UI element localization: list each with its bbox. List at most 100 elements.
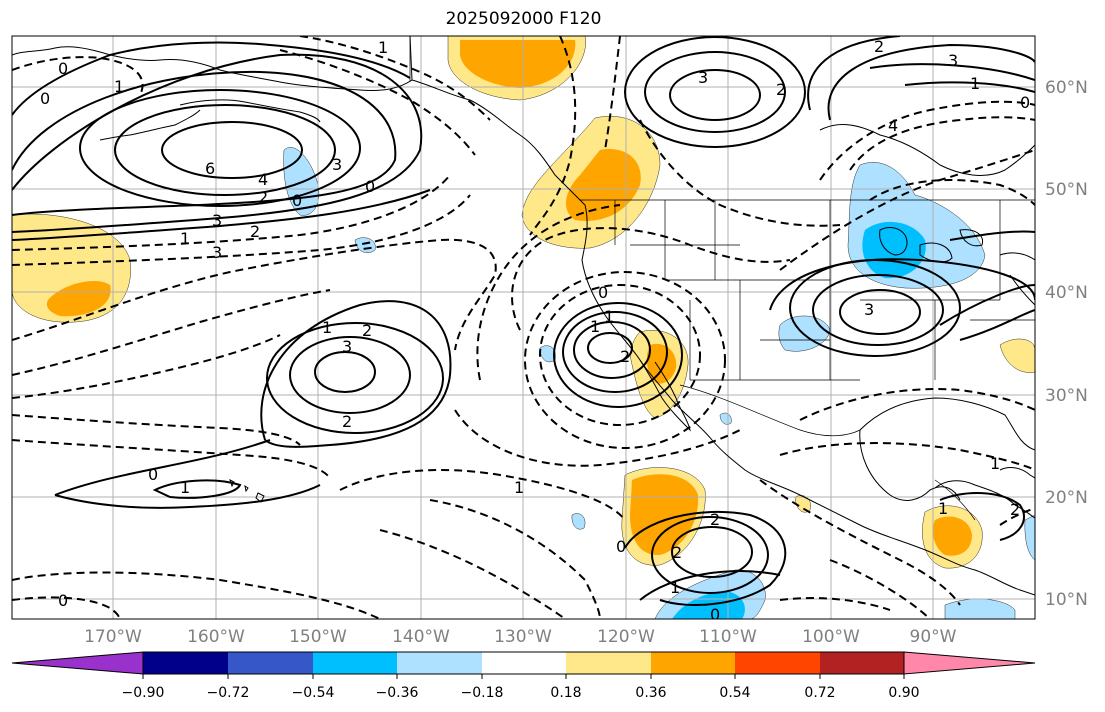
contour-line: [812, 274, 944, 346]
contour-line: [12, 414, 301, 446]
anomaly-positive-core: [460, 40, 576, 88]
colorbar-tick-label: 0.72: [804, 685, 835, 701]
contour-label: 0: [365, 177, 375, 196]
contour-line: [779, 442, 1035, 471]
contour-line: [260, 300, 452, 448]
graticule: [12, 36, 1035, 619]
contour-label: 2: [620, 347, 630, 366]
contour-line: [12, 289, 331, 376]
contour-label: 4: [888, 116, 898, 135]
lon-tick-label: 110°W: [699, 627, 757, 647]
contour-label: 2: [258, 188, 268, 207]
contour-line: [152, 479, 242, 499]
contour-line: [279, 49, 476, 156]
country-border: [679, 384, 976, 521]
contour-line: [161, 121, 303, 179]
contour-line: [669, 69, 761, 121]
coastline: [409, 36, 1035, 596]
colorbar-segment: [820, 652, 904, 674]
coastline: [179, 99, 321, 123]
contour-label: 6: [205, 159, 215, 178]
lon-tick-label: 140°W: [392, 627, 450, 647]
coastline: [859, 397, 1035, 501]
contour-line: [639, 119, 841, 227]
coastline: [639, 359, 691, 432]
contour-line: [651, 516, 769, 594]
contour-label: 1: [322, 318, 332, 337]
country-border: [409, 36, 1035, 381]
colorbar-segment: [313, 652, 397, 674]
lat-tick-label: 60°N: [1045, 78, 1088, 98]
contour-line: [339, 469, 626, 521]
contour-line: [12, 56, 144, 96]
contour-line: [573, 321, 651, 379]
coastline: [819, 124, 1035, 176]
contour-line: [604, 36, 621, 151]
colorbar-tick-label: 0.90: [888, 685, 919, 701]
contour-line: [12, 41, 411, 116]
contour-label: 4: [258, 170, 268, 189]
contour-label: 1: [590, 317, 600, 336]
colorbar-tick-label: −0.36: [376, 685, 419, 701]
contour-label: 0: [616, 537, 626, 556]
contour-line: [999, 507, 1035, 526]
contour-line: [624, 36, 806, 148]
anomaly-negative-area: [571, 513, 586, 530]
lon-tick-label: 120°W: [597, 627, 655, 647]
contour-line: [429, 499, 601, 619]
contour-line: [553, 302, 683, 408]
contour-line: [939, 492, 1025, 541]
lon-tick-label: 170°W: [84, 627, 142, 647]
contour-label: 3: [332, 155, 342, 174]
contour-line: [759, 479, 961, 606]
contour-label: 1: [970, 74, 980, 93]
contour-label: 2: [342, 412, 352, 431]
contour-labels: 0 1 2 3 4 6 0 1 2 3 0 1 2 3 0 1 2 3 1 1 …: [40, 37, 1030, 624]
contour-line: [799, 388, 1035, 421]
colorbar-tick-label: −0.90: [122, 685, 165, 701]
contour-label: 3: [342, 337, 352, 356]
colorbar-tick-label: 0.36: [635, 685, 666, 701]
contour-line: [266, 322, 444, 434]
contour-line: [529, 36, 577, 236]
colorbar-tick-label: −0.18: [461, 685, 504, 701]
colorbar-segment: [143, 652, 228, 674]
contour-label: 2: [710, 510, 720, 529]
contour-label: 1: [514, 478, 524, 497]
contour-label: 2: [776, 80, 786, 99]
anomaly-positive-area: [999, 338, 1035, 373]
contour-line: [476, 204, 621, 381]
contour-label: 0: [292, 191, 302, 210]
contour-label: 0: [710, 605, 720, 624]
contour-label: 1: [604, 307, 614, 326]
lon-tick-label: 90°W: [910, 627, 957, 647]
map-panel: 0 1 2 3 4 6 0 1 2 3 0 1 2 3 0 1 2 3 1 1 …: [12, 36, 1035, 624]
contour-line: [639, 570, 781, 601]
colorbar-segment: [228, 652, 313, 674]
contour-label: 1: [114, 77, 124, 96]
contour-line: [904, 81, 1035, 93]
contour-label: 1: [938, 499, 948, 518]
coastline: [879, 227, 984, 263]
contour-line: [769, 258, 1035, 311]
contour-label: 2: [874, 37, 884, 56]
anomaly-positive-core: [565, 149, 641, 221]
contour-label: 3: [948, 51, 958, 70]
colorbar-frame: [142, 651, 905, 675]
colorbar: −0.90 −0.72 −0.54 −0.36 −0.18 0.18 0.36 …: [11, 651, 1036, 701]
contour-line: [807, 36, 901, 111]
lon-tick-label: 150°W: [289, 627, 347, 647]
colorbar-tick-label: −0.54: [292, 685, 335, 701]
contour-line: [12, 189, 431, 241]
contour-label: 0: [40, 89, 50, 108]
colorbar-segment: [397, 652, 482, 674]
lon-tick-label: 160°W: [187, 627, 245, 647]
colorbar-segment: [566, 652, 651, 674]
colorbar-tick-label: 0.18: [550, 685, 581, 701]
coastline: [99, 109, 201, 141]
contour-line: [314, 351, 376, 393]
contour-label: 2: [362, 321, 372, 340]
anomaly-positive-core: [646, 343, 677, 384]
contour-label: 0: [58, 591, 68, 610]
colorbar-segment: [651, 652, 735, 674]
